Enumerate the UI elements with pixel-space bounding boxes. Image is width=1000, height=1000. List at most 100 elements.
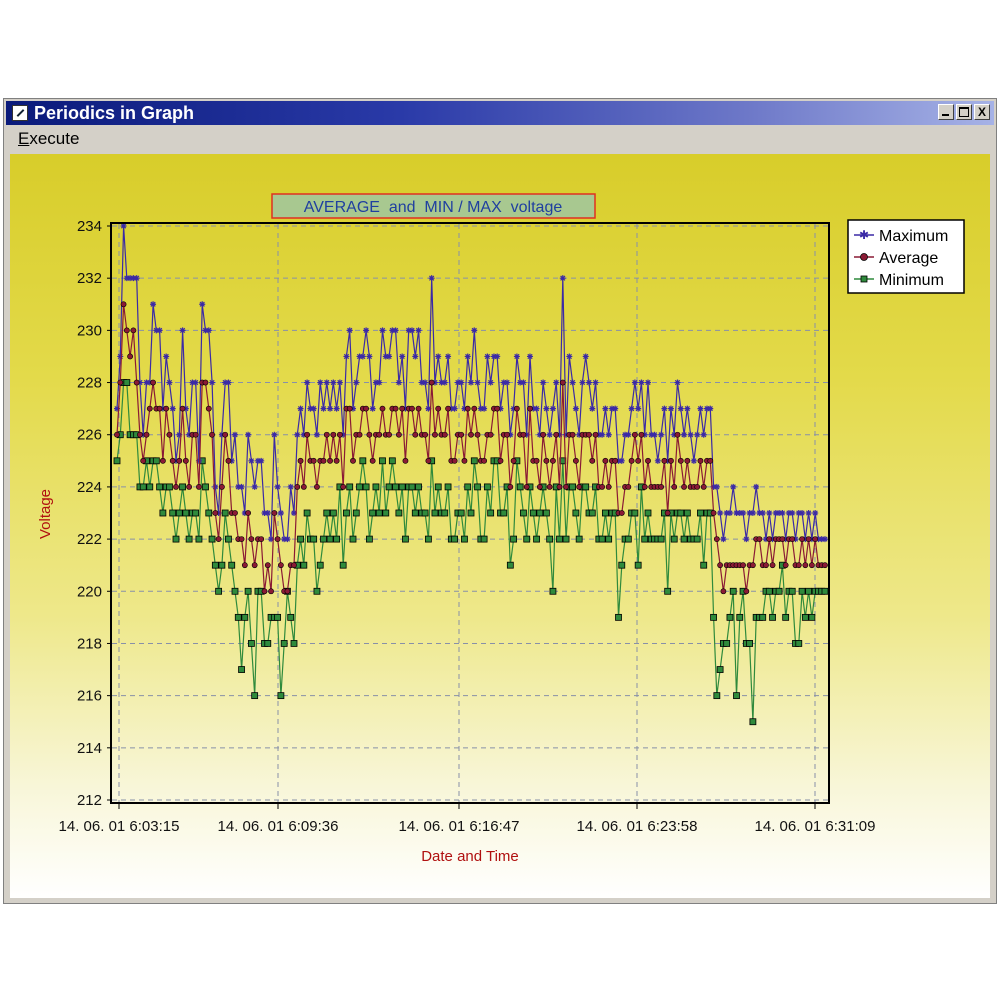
average-point	[805, 536, 812, 542]
average-point	[137, 431, 143, 438]
x-tick-label: 14. 06. 01 6:16:47	[399, 818, 520, 835]
maximum-point	[133, 275, 140, 282]
x-tick-label: 14. 06. 01 6:03:15	[59, 818, 180, 835]
minimum-point	[287, 613, 295, 621]
minimum-point	[483, 483, 491, 491]
legend-maximum-label: Maximum	[879, 228, 948, 245]
average-point	[202, 379, 209, 386]
average-point	[710, 510, 717, 516]
maximum-point	[556, 431, 563, 438]
maximum-point	[615, 457, 622, 464]
maximum-point	[805, 510, 812, 516]
minimum-point	[146, 483, 154, 491]
maximum-point	[192, 379, 199, 386]
maximum-point	[641, 431, 648, 438]
minimum-point	[326, 535, 334, 543]
minimum-point	[362, 483, 370, 491]
average-point	[320, 457, 327, 464]
maximum-point	[730, 483, 737, 490]
maximum-point	[209, 379, 216, 386]
average-point	[127, 353, 134, 360]
average-point	[631, 431, 638, 438]
average-point	[146, 405, 153, 412]
average-point	[707, 457, 714, 464]
minimum-point	[500, 509, 508, 517]
maximum-point	[504, 379, 511, 386]
maximize-button[interactable]	[956, 104, 972, 120]
maximum-point	[822, 536, 828, 543]
maximum-point	[195, 457, 202, 464]
minimum-point	[821, 587, 829, 595]
minimum-point	[369, 509, 377, 517]
minimum-point	[644, 509, 652, 517]
maximum-point	[169, 405, 176, 412]
average-point	[740, 562, 746, 569]
legend-minimum-marker	[860, 275, 868, 283]
average-point	[212, 510, 219, 516]
minimum-point	[274, 613, 282, 621]
minimum-point	[402, 535, 409, 543]
maximum-point	[746, 510, 753, 516]
maximum-point	[674, 379, 681, 386]
minimum-point	[716, 666, 724, 673]
average-point	[386, 431, 392, 438]
maximum-point	[763, 536, 769, 543]
average-point	[523, 484, 530, 490]
maximum-point	[612, 405, 619, 412]
average-point	[799, 536, 805, 542]
y-tick-label: 232	[77, 270, 102, 287]
average-point	[304, 431, 311, 438]
close-button[interactable]: X	[974, 104, 990, 120]
maximum-point	[274, 483, 281, 490]
minimum-point	[441, 509, 449, 517]
maximum-point	[753, 483, 760, 490]
app-icon[interactable]	[12, 105, 28, 121]
minimum-point	[529, 509, 537, 517]
average-point	[612, 457, 619, 464]
series-maximum	[114, 223, 828, 543]
maximum-point	[146, 379, 153, 386]
minimum-point	[277, 692, 285, 700]
average-point	[576, 484, 583, 490]
average-point	[176, 457, 183, 464]
minimum-point	[179, 483, 186, 491]
minimum-point	[765, 587, 773, 595]
y-tick-label: 216	[77, 688, 102, 705]
minimum-point	[398, 483, 406, 491]
maximum-point	[431, 379, 438, 386]
average-point	[350, 457, 356, 464]
average-point	[130, 327, 137, 334]
chart-area: AVERAGE and MIN / MAX voltage 212 214 216 2…	[10, 154, 990, 898]
maximum-point	[500, 379, 507, 386]
maximum-point	[461, 405, 468, 412]
average-point	[395, 431, 402, 438]
maximum-point	[671, 431, 678, 438]
maximum-point	[687, 431, 694, 438]
average-point	[540, 431, 547, 438]
maximum-point	[772, 510, 779, 516]
average-point	[664, 510, 671, 516]
minimum-point	[801, 613, 809, 621]
minimum-point	[211, 561, 219, 569]
maximum-point	[258, 457, 265, 464]
maximum-point	[268, 536, 275, 543]
average-point	[314, 484, 320, 490]
minimum-point	[729, 587, 737, 595]
chart-title: AVERAGE and MIN / MAX voltage	[304, 199, 563, 216]
title-bar[interactable]: Periodics in Graph X	[6, 101, 994, 125]
maximum-point	[631, 379, 638, 386]
minimum-point	[424, 535, 432, 543]
maximum-point	[625, 431, 632, 438]
minimize-button[interactable]	[938, 104, 954, 120]
average-point	[743, 588, 750, 595]
maximum-point	[251, 483, 258, 490]
menu-bar: Execute	[6, 126, 994, 152]
minimum-point	[523, 535, 531, 543]
average-point	[674, 431, 681, 438]
maximum-point	[222, 379, 229, 386]
average-point	[218, 484, 225, 490]
maximum-point	[382, 353, 389, 360]
menu-item-execute[interactable]: Execute	[6, 129, 91, 149]
minimum-point	[411, 509, 419, 517]
maximum-point	[658, 431, 665, 438]
